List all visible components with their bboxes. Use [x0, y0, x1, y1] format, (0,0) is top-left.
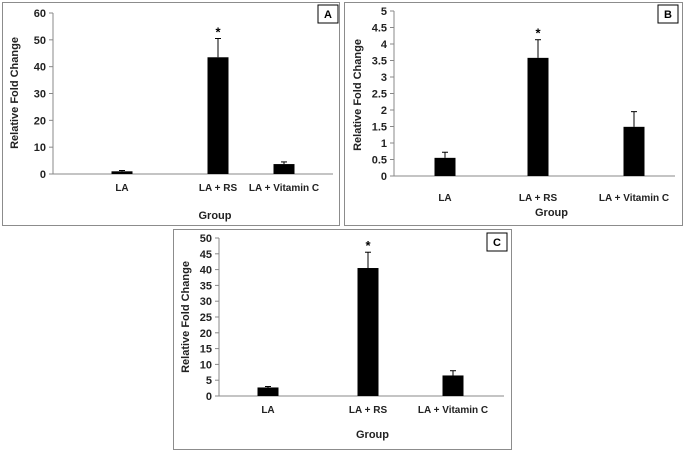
chart-a-bar: [111, 171, 133, 174]
chart-a-y-tick-label: 20: [34, 115, 46, 127]
chart-b-bar: [623, 126, 645, 176]
chart-c-y-tick-label: 5: [206, 375, 212, 387]
chart-b-category-label: LA + Vitamin C: [599, 193, 669, 204]
chart-c-x-axis-title: Group: [356, 429, 389, 441]
chart-panel-b: 0 0.5 1 1.5 2 2.5 3 3.5 4 4.5 5 LA * LA + RS LA + Vita…: [344, 2, 683, 226]
chart-c-y-tick-label: 25: [200, 312, 212, 324]
chart-b-x-axis-title: Group: [535, 207, 568, 219]
chart-b-svg: 0 0.5 1 1.5 2 2.5 3 3.5 4 4.5 5 LA * LA + RS LA + Vita…: [352, 4, 679, 219]
chart-a-y-axis-title: Relative Fold Change: [9, 37, 21, 149]
chart-c-y-tick-label: 15: [200, 344, 212, 356]
chart-c-category-label: LA + Vitamin C: [418, 405, 488, 416]
chart-c-bar: [257, 387, 279, 396]
chart-a-panel-label: A: [324, 9, 332, 21]
chart-c-y-tick-label: 0: [206, 391, 212, 403]
chart-b-panel-label-box: [657, 4, 679, 24]
chart-c-bar: [357, 268, 379, 396]
chart-b-panel-label: B: [664, 9, 672, 21]
chart-c-y-tick-label: 45: [200, 249, 212, 261]
chart-c-significance-marker: *: [365, 238, 371, 253]
chart-c-y-tick-label: 35: [200, 280, 212, 292]
chart-c-y-tick-label: 50: [200, 233, 212, 245]
chart-a-category-label: LA: [115, 183, 128, 194]
chart-c-panel-label: C: [493, 237, 501, 249]
chart-b-y-tick-label: 2: [381, 105, 387, 117]
chart-a-panel-label-box: [317, 4, 339, 24]
chart-b-bar: [434, 157, 456, 176]
chart-panel-c: 0 5 10 15 20 25 30 35 40 45 50 LA * LA + RS LA + Vitam…: [173, 229, 512, 450]
chart-a-y-tick-label: 40: [34, 62, 46, 74]
chart-b-y-tick-label: 1: [381, 138, 387, 150]
chart-a-bar: [207, 57, 229, 174]
chart-b-y-tick-label: 3: [381, 72, 387, 84]
chart-a-bar: [273, 164, 295, 174]
chart-b-y-tick-label: 2.5: [372, 89, 387, 101]
chart-c-y-tick-label: 30: [200, 296, 212, 308]
chart-b-y-tick-label: 0.5: [372, 155, 387, 167]
chart-c-bar: [442, 375, 464, 396]
chart-b-y-tick-label: 4.5: [372, 23, 387, 35]
chart-c-y-tick-label: 20: [200, 328, 212, 340]
chart-b-bar: [527, 57, 549, 176]
chart-a-y-tick-label: 50: [34, 35, 46, 47]
chart-c-panel-label-box: [486, 232, 508, 252]
chart-b-y-tick-label: 3.5: [372, 56, 387, 68]
chart-a-svg: 0 10 20 30 40 50 60 LA * LA + RS LA + Vitamin C Gro…: [9, 4, 339, 222]
chart-b-y-tick-label: 4: [381, 39, 388, 51]
chart-b-y-tick-label: 1.5: [372, 122, 387, 134]
chart-c-y-tick-label: 40: [200, 265, 212, 277]
chart-b-y-tick-label: 5: [381, 6, 387, 18]
chart-c-category-label: LA + RS: [349, 405, 388, 416]
chart-c-y-tick-label: 10: [200, 359, 212, 371]
chart-b-significance-marker: *: [535, 26, 541, 41]
chart-c-svg: 0 5 10 15 20 25 30 35 40 45 50 LA * LA + RS LA + Vitam…: [180, 232, 508, 441]
chart-a-category-label: LA + RS: [199, 183, 238, 194]
chart-b-y-axis-title: Relative Fold Change: [352, 39, 364, 151]
chart-b-category-label: LA: [438, 193, 451, 204]
chart-a-y-tick-label: 60: [34, 8, 46, 20]
chart-a-y-tick-label: 0: [40, 169, 46, 181]
chart-a-x-axis-title: Group: [199, 210, 232, 222]
chart-panel-a: 0 10 20 30 40 50 60 LA * LA + RS LA + Vitamin C Gro…: [2, 2, 340, 226]
chart-c-category-label: LA: [261, 405, 274, 416]
chart-a-significance-marker: *: [215, 24, 221, 39]
chart-a-y-tick-label: 30: [34, 89, 46, 101]
chart-b-category-label: LA + RS: [519, 193, 558, 204]
chart-b-y-tick-label: 0: [381, 171, 387, 183]
chart-a-category-label: LA + Vitamin C: [249, 183, 319, 194]
chart-c-y-axis-title: Relative Fold Change: [180, 261, 192, 373]
chart-a-y-tick-label: 10: [34, 142, 46, 154]
